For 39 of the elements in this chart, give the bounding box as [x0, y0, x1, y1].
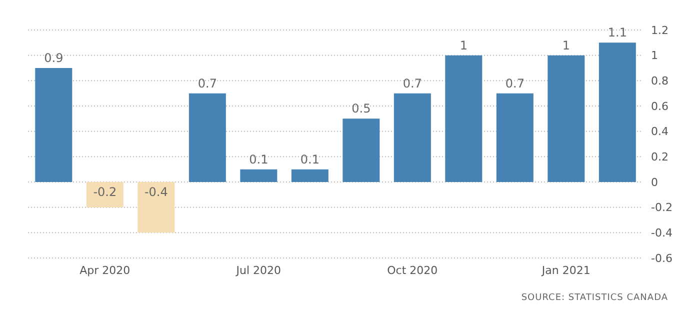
x-tick-label: Jan 2021 — [540, 264, 590, 277]
bar — [188, 93, 226, 182]
data-label: 1 — [562, 38, 570, 52]
bar — [548, 55, 585, 182]
y-tick-label: 0.6 — [651, 100, 668, 113]
bar — [35, 68, 72, 182]
source-note: SOURCE: STATISTICS CANADA — [520, 293, 669, 303]
data-label: 0.5 — [352, 102, 371, 116]
y-tick-label: 1.2 — [651, 24, 668, 37]
x-tick-label: Oct 2020 — [387, 264, 438, 277]
bar — [394, 93, 431, 182]
data-label: -0.2 — [93, 185, 117, 199]
data-label: 0.9 — [44, 51, 64, 65]
y-tick-label: -0.4 — [651, 226, 672, 240]
y-tick-label: -0.6 — [651, 252, 672, 265]
data-label: 0.7 — [198, 76, 217, 90]
bar — [342, 118, 380, 182]
x-tick-label: Apr 2020 — [80, 264, 130, 277]
y-tick-label: 0.4 — [651, 125, 668, 138]
bar — [598, 42, 636, 182]
y-tick-label: 1 — [651, 49, 658, 62]
y-tick-label: 0 — [651, 176, 658, 189]
bar — [138, 182, 175, 233]
bar — [445, 55, 482, 182]
bar — [496, 93, 534, 182]
y-tick-label: 0.2 — [651, 150, 668, 164]
data-label: 1.1 — [608, 26, 627, 40]
data-label: 0.1 — [300, 152, 320, 166]
y-tick-label: -0.2 — [651, 201, 672, 214]
data-label: 1 — [460, 38, 468, 52]
x-tick-label: Jul 2020 — [235, 264, 282, 277]
bar — [240, 169, 278, 182]
data-label: -0.4 — [144, 185, 168, 199]
data-label: 0.7 — [402, 76, 422, 90]
data-label: 0.1 — [249, 152, 268, 166]
bar — [291, 169, 328, 182]
y-tick-label: 0.8 — [651, 74, 668, 88]
data-label: 0.7 — [505, 76, 524, 90]
bar — [86, 182, 124, 208]
